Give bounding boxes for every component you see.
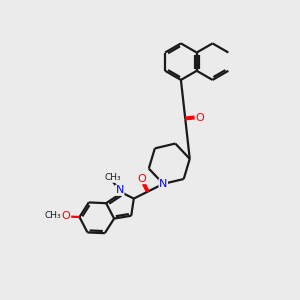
Text: N: N [159,179,167,189]
Text: O: O [138,174,147,184]
Text: O: O [196,113,204,123]
Text: CH₃: CH₃ [45,211,61,220]
Text: O: O [62,212,70,221]
Text: CH₃: CH₃ [104,173,121,182]
Text: N: N [116,185,124,195]
